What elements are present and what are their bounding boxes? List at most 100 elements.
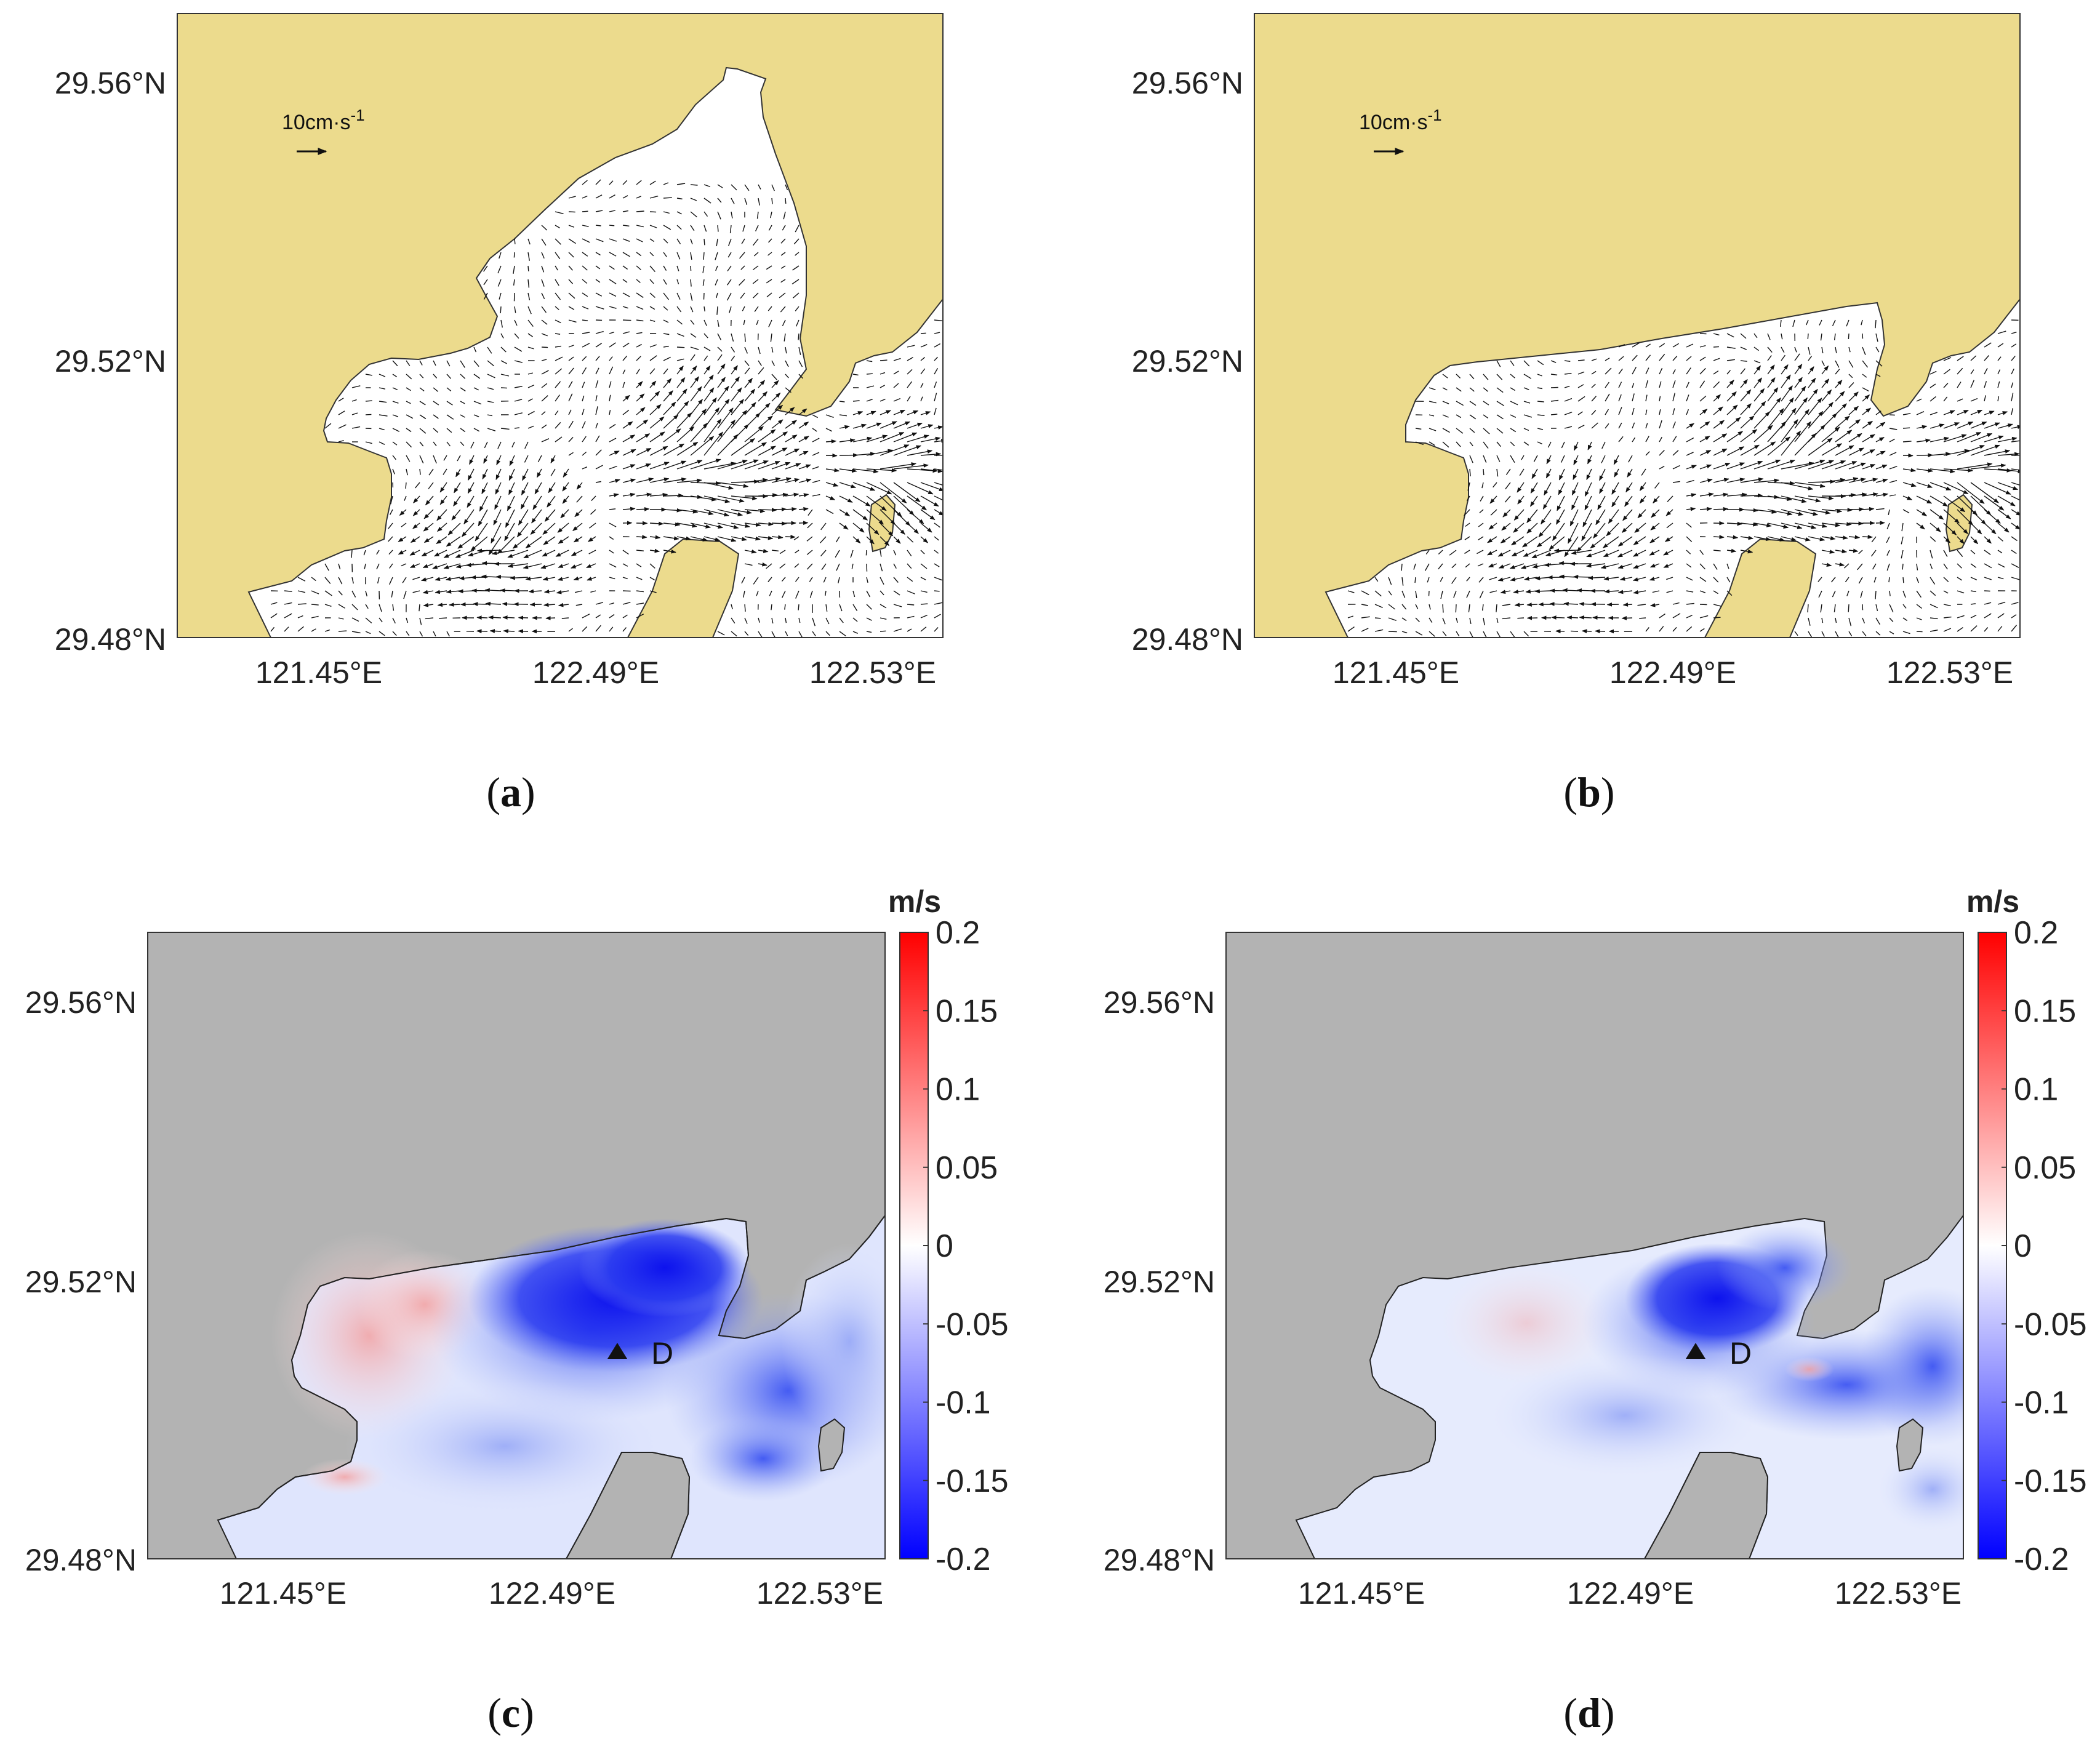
colorbar-tick-label: -0.15 — [2014, 1463, 2087, 1499]
velocity-vector — [595, 306, 604, 310]
velocity-vector — [609, 279, 617, 284]
velocity-vector — [392, 387, 398, 391]
velocity-vector — [541, 225, 548, 231]
velocity-vector — [740, 265, 745, 270]
velocity-vector — [825, 414, 834, 418]
velocity-vector — [717, 522, 739, 529]
velocity-vector — [568, 381, 573, 388]
velocity-vector — [1997, 343, 2004, 348]
velocity-vector — [1713, 333, 1720, 336]
velocity-vector — [1808, 536, 1825, 542]
velocity-vector — [542, 550, 556, 557]
velocity-vector — [1970, 444, 2000, 456]
velocity-vector — [785, 506, 797, 511]
velocity-vector — [586, 563, 596, 569]
velocity-vector — [731, 184, 737, 191]
velocity-vector — [649, 225, 657, 228]
velocity-vector — [649, 590, 657, 593]
velocity-vector — [1794, 377, 1803, 388]
velocity-vector — [412, 509, 420, 516]
velocity-vector — [338, 424, 347, 429]
velocity-vector — [690, 198, 697, 201]
velocity-vector — [609, 342, 616, 348]
velocity-vector — [703, 333, 708, 338]
velocity-vector — [460, 441, 465, 446]
velocity-vector — [1577, 371, 1585, 375]
velocity-vector — [920, 332, 926, 334]
velocity-vector — [852, 468, 879, 474]
velocity-vector — [1726, 404, 1738, 415]
velocity-vector — [1617, 536, 1633, 546]
velocity-vector — [663, 414, 679, 429]
velocity-vector — [717, 385, 729, 402]
velocity-vector — [807, 522, 813, 529]
velocity-vector — [1713, 346, 1720, 348]
velocity-vector — [1875, 374, 1881, 377]
velocity-vector — [771, 431, 788, 442]
velocity-vector — [649, 391, 660, 402]
velocity-vector — [1686, 479, 1694, 483]
velocity-vector — [555, 265, 558, 271]
velocity-vector — [744, 198, 748, 206]
velocity-vector — [756, 590, 759, 596]
velocity-vector — [392, 455, 396, 460]
velocity-vector — [907, 381, 913, 388]
velocity-vector — [636, 196, 641, 199]
velocity-vector — [758, 522, 774, 526]
velocity-vector — [481, 482, 488, 495]
velocity-vector — [1726, 521, 1743, 526]
velocity-vector — [920, 495, 939, 507]
velocity-vector — [663, 508, 683, 513]
velocity-vector — [1753, 522, 1772, 527]
velocity-vector — [907, 482, 934, 495]
velocity-vector — [531, 509, 542, 524]
velocity-vector — [703, 211, 708, 217]
velocity-vector — [406, 631, 410, 636]
velocity-vector — [555, 436, 563, 442]
velocity-vector — [595, 422, 598, 429]
velocity-vector — [1740, 535, 1754, 540]
velocity-vector — [1957, 432, 1982, 442]
velocity-vector — [893, 590, 900, 596]
velocity-vector — [812, 494, 820, 497]
velocity-vector — [595, 225, 601, 226]
velocity-vector — [609, 577, 615, 580]
velocity-vector — [1511, 536, 1525, 546]
velocity-vector — [1794, 386, 1806, 402]
velocity-vector — [555, 345, 561, 348]
velocity-vector — [1456, 401, 1464, 406]
velocity-vector — [571, 550, 583, 556]
velocity-vector — [379, 604, 382, 612]
velocity-vector — [365, 414, 372, 415]
velocity-vector — [555, 225, 560, 229]
velocity-vector — [1808, 495, 1834, 500]
velocity-vector — [1808, 509, 1831, 515]
velocity-vector — [1753, 425, 1773, 442]
velocity-vector — [1568, 522, 1579, 544]
velocity-vector — [573, 576, 583, 581]
velocity-vector — [731, 536, 747, 542]
velocity-vector — [636, 590, 644, 593]
velocity-vector — [1875, 590, 1877, 599]
velocity-vector — [1537, 387, 1543, 390]
velocity-vector — [1740, 346, 1747, 350]
velocity-vector — [703, 536, 721, 542]
velocity-vector — [825, 428, 833, 432]
velocity-vector — [622, 180, 628, 185]
velocity-vector — [703, 198, 711, 204]
velocity-vector — [852, 423, 867, 429]
velocity-vector — [488, 536, 502, 556]
velocity-vector — [1997, 369, 2001, 375]
velocity-vector — [1875, 508, 1885, 510]
velocity-vector — [365, 631, 371, 634]
velocity-vector — [1875, 464, 1888, 470]
velocity-vector — [1835, 477, 1859, 483]
velocity-vector — [1496, 428, 1504, 434]
velocity-vector — [731, 522, 750, 528]
velocity-vector — [852, 604, 858, 611]
velocity-vector — [785, 617, 787, 623]
velocity-vector — [770, 333, 772, 342]
velocity-vector — [401, 563, 407, 567]
velocity-vector — [717, 319, 719, 327]
velocity-vector — [1970, 421, 1987, 429]
